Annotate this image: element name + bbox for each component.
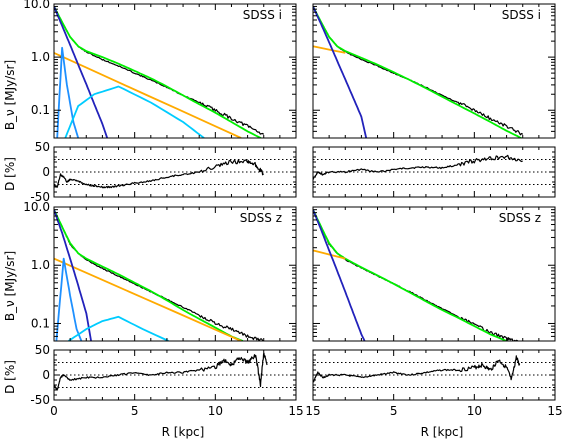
panel-title: SDSS i bbox=[502, 8, 541, 22]
series-line bbox=[313, 209, 519, 341]
series-line bbox=[54, 209, 92, 341]
series-line bbox=[313, 45, 346, 54]
y-tick-label: 10.0 bbox=[23, 0, 50, 11]
y-tick-label: -50 bbox=[30, 190, 50, 204]
right-xlabel: R [kpc] bbox=[421, 425, 464, 439]
top-left-residual-panel: 50 0 -50 bbox=[30, 140, 297, 204]
plot-frame bbox=[53, 3, 297, 139]
y-tick-label: 50 bbox=[35, 343, 50, 357]
series-line bbox=[313, 209, 366, 341]
series-line bbox=[313, 5, 524, 138]
series-line bbox=[54, 209, 264, 341]
panel-title: SDSS i bbox=[243, 8, 282, 22]
series-line bbox=[313, 6, 368, 138]
series-line bbox=[68, 315, 169, 341]
series-line bbox=[54, 159, 265, 189]
plot-frame bbox=[312, 3, 556, 139]
series-line bbox=[313, 209, 510, 341]
x-tick-label: 15 bbox=[547, 404, 562, 418]
x-tick-label: 5 bbox=[131, 404, 139, 418]
panel-title: SDSS z bbox=[499, 211, 541, 225]
y-tick-label: 10.0 bbox=[23, 200, 50, 214]
top-left-panel: 10.0 1.0 0.1 SDSS i bbox=[23, 0, 297, 139]
x-tick-label: 10 bbox=[208, 404, 223, 418]
top-residual-ylabel: D [%] bbox=[3, 157, 17, 191]
bottom-residual-ylabel: D [%] bbox=[3, 360, 17, 394]
series-line bbox=[313, 6, 524, 136]
y-tick-label: 1.0 bbox=[31, 258, 50, 272]
series-line bbox=[54, 257, 242, 341]
y-tick-label: 0.1 bbox=[31, 316, 50, 330]
top-profile-ylabel: B_ν [MJy/sr] bbox=[3, 60, 17, 130]
bottom-left-panel: 10.0 1.0 0.1 SDSS z bbox=[23, 200, 297, 342]
bottom-left-residual-panel: 500-500 5 10 bbox=[30, 343, 297, 418]
x-tick-label: 10 bbox=[467, 404, 482, 418]
series-line bbox=[313, 154, 523, 180]
x-tick-label: 5 bbox=[390, 404, 398, 418]
y-tick-label: 0 bbox=[42, 368, 50, 382]
y-tick-label: 50 bbox=[35, 140, 50, 154]
top-right-residual-panel bbox=[312, 146, 556, 198]
series-line bbox=[55, 257, 83, 341]
series-line bbox=[54, 352, 268, 391]
top-right-panel: SDSS i bbox=[312, 3, 556, 139]
bottom-profile-ylabel: B_ν [MJy/sr] bbox=[3, 251, 17, 321]
bottom-right-panel: SDSS z bbox=[312, 206, 556, 342]
series-line bbox=[54, 5, 263, 138]
y-tick-label: 1.0 bbox=[31, 50, 50, 64]
bottom-right-residual-panel: 15 5 10 15 bbox=[305, 349, 563, 418]
series-line bbox=[54, 52, 242, 138]
series-line bbox=[54, 6, 265, 135]
x-tick-label: 0 bbox=[50, 404, 58, 418]
y-tick-label: 0 bbox=[42, 165, 50, 179]
series-line bbox=[313, 249, 346, 260]
y-tick-label: -50 bbox=[30, 393, 50, 407]
panel-title: SDSS z bbox=[240, 211, 282, 225]
x-tick-label: 15 bbox=[288, 404, 303, 418]
x-tick-label: 15 bbox=[305, 404, 320, 418]
y-tick-label: 0.1 bbox=[31, 103, 50, 117]
plot-frame bbox=[312, 206, 556, 342]
left-xlabel: R [kpc] bbox=[162, 425, 205, 439]
series-line bbox=[64, 85, 205, 138]
series-line bbox=[54, 209, 244, 341]
series-line bbox=[56, 46, 80, 138]
series-line bbox=[54, 6, 109, 138]
series-line bbox=[313, 355, 521, 383]
